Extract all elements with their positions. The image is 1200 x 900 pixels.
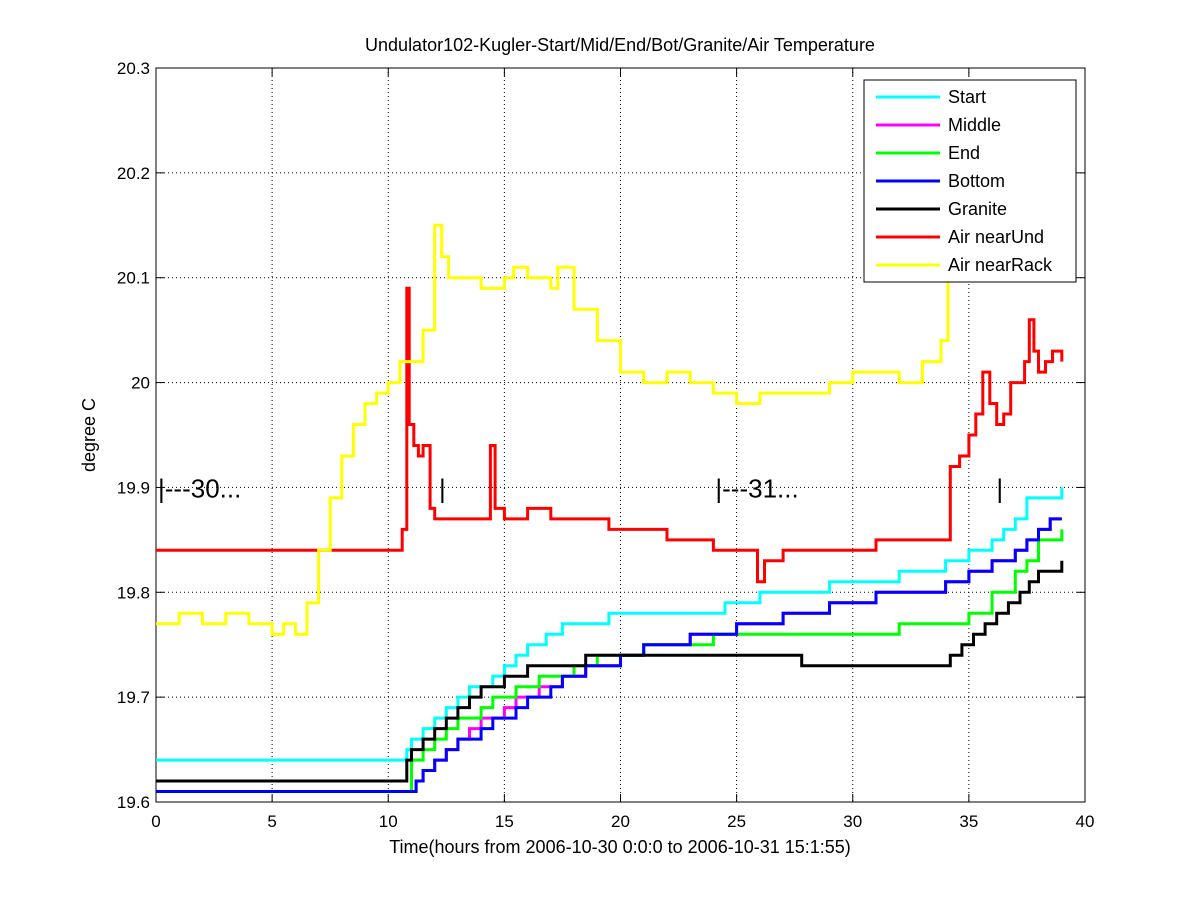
x-tick-label: 25 bbox=[727, 812, 746, 831]
y-tick-label: 19.8 bbox=[117, 583, 150, 602]
x-tick-label: 35 bbox=[959, 812, 978, 831]
legend-label: Start bbox=[948, 87, 986, 107]
x-tick-label: 30 bbox=[843, 812, 862, 831]
y-tick-label: 19.9 bbox=[117, 478, 150, 497]
series-line-air-nearund bbox=[156, 286, 1064, 584]
grid bbox=[156, 68, 1085, 802]
ticks: 0 5 10 15 20 25 30 35 40 19.6 19.7 19.8 19.9 20 20.1 20… bbox=[117, 59, 1095, 831]
legend: Start Middle End Bottom Granite Air nearUnd Ai… bbox=[863, 79, 1077, 283]
x-tick-label: 0 bbox=[151, 812, 160, 831]
series-group bbox=[156, 223, 1064, 793]
y-tick-label: 19.7 bbox=[117, 688, 150, 707]
series-line-granite bbox=[156, 560, 1064, 783]
x-tick-label: 40 bbox=[1076, 812, 1095, 831]
y-tick-label: 20.2 bbox=[117, 164, 150, 183]
legend-label: End bbox=[948, 143, 980, 163]
annotations: |---30... | |---31... | bbox=[158, 473, 1003, 503]
x-tick-label: 20 bbox=[611, 812, 630, 831]
series-line-air-nearrack bbox=[156, 223, 950, 636]
legend-label: Air nearUnd bbox=[948, 227, 1044, 247]
y-tick-label: 20 bbox=[131, 374, 150, 393]
y-tick-label: 20.3 bbox=[117, 59, 150, 78]
annotation-text: | bbox=[996, 473, 1003, 503]
y-tick-label: 20.1 bbox=[117, 269, 150, 288]
x-tick-label: 10 bbox=[379, 812, 398, 831]
legend-label: Granite bbox=[948, 199, 1007, 219]
x-axis-label: Time(hours from 2006-10-30 0:0:0 to 2006… bbox=[389, 837, 851, 857]
series-line-start bbox=[156, 487, 1064, 762]
y-tick-label: 19.6 bbox=[117, 793, 150, 812]
chart-title: Undulator102-Kugler-Start/Mid/End/Bot/Gr… bbox=[365, 35, 875, 55]
legend-label: Bottom bbox=[948, 171, 1005, 191]
legend-label: Air nearRack bbox=[948, 255, 1053, 275]
x-tick-label: 15 bbox=[495, 812, 514, 831]
annotation-text: |---30... bbox=[158, 473, 241, 503]
y-axis-label: degree C bbox=[79, 398, 99, 472]
annotation-text: |---31... bbox=[715, 473, 798, 503]
x-tick-label: 5 bbox=[267, 812, 276, 831]
annotation-text: | bbox=[439, 473, 446, 503]
legend-label: Middle bbox=[948, 115, 1001, 135]
